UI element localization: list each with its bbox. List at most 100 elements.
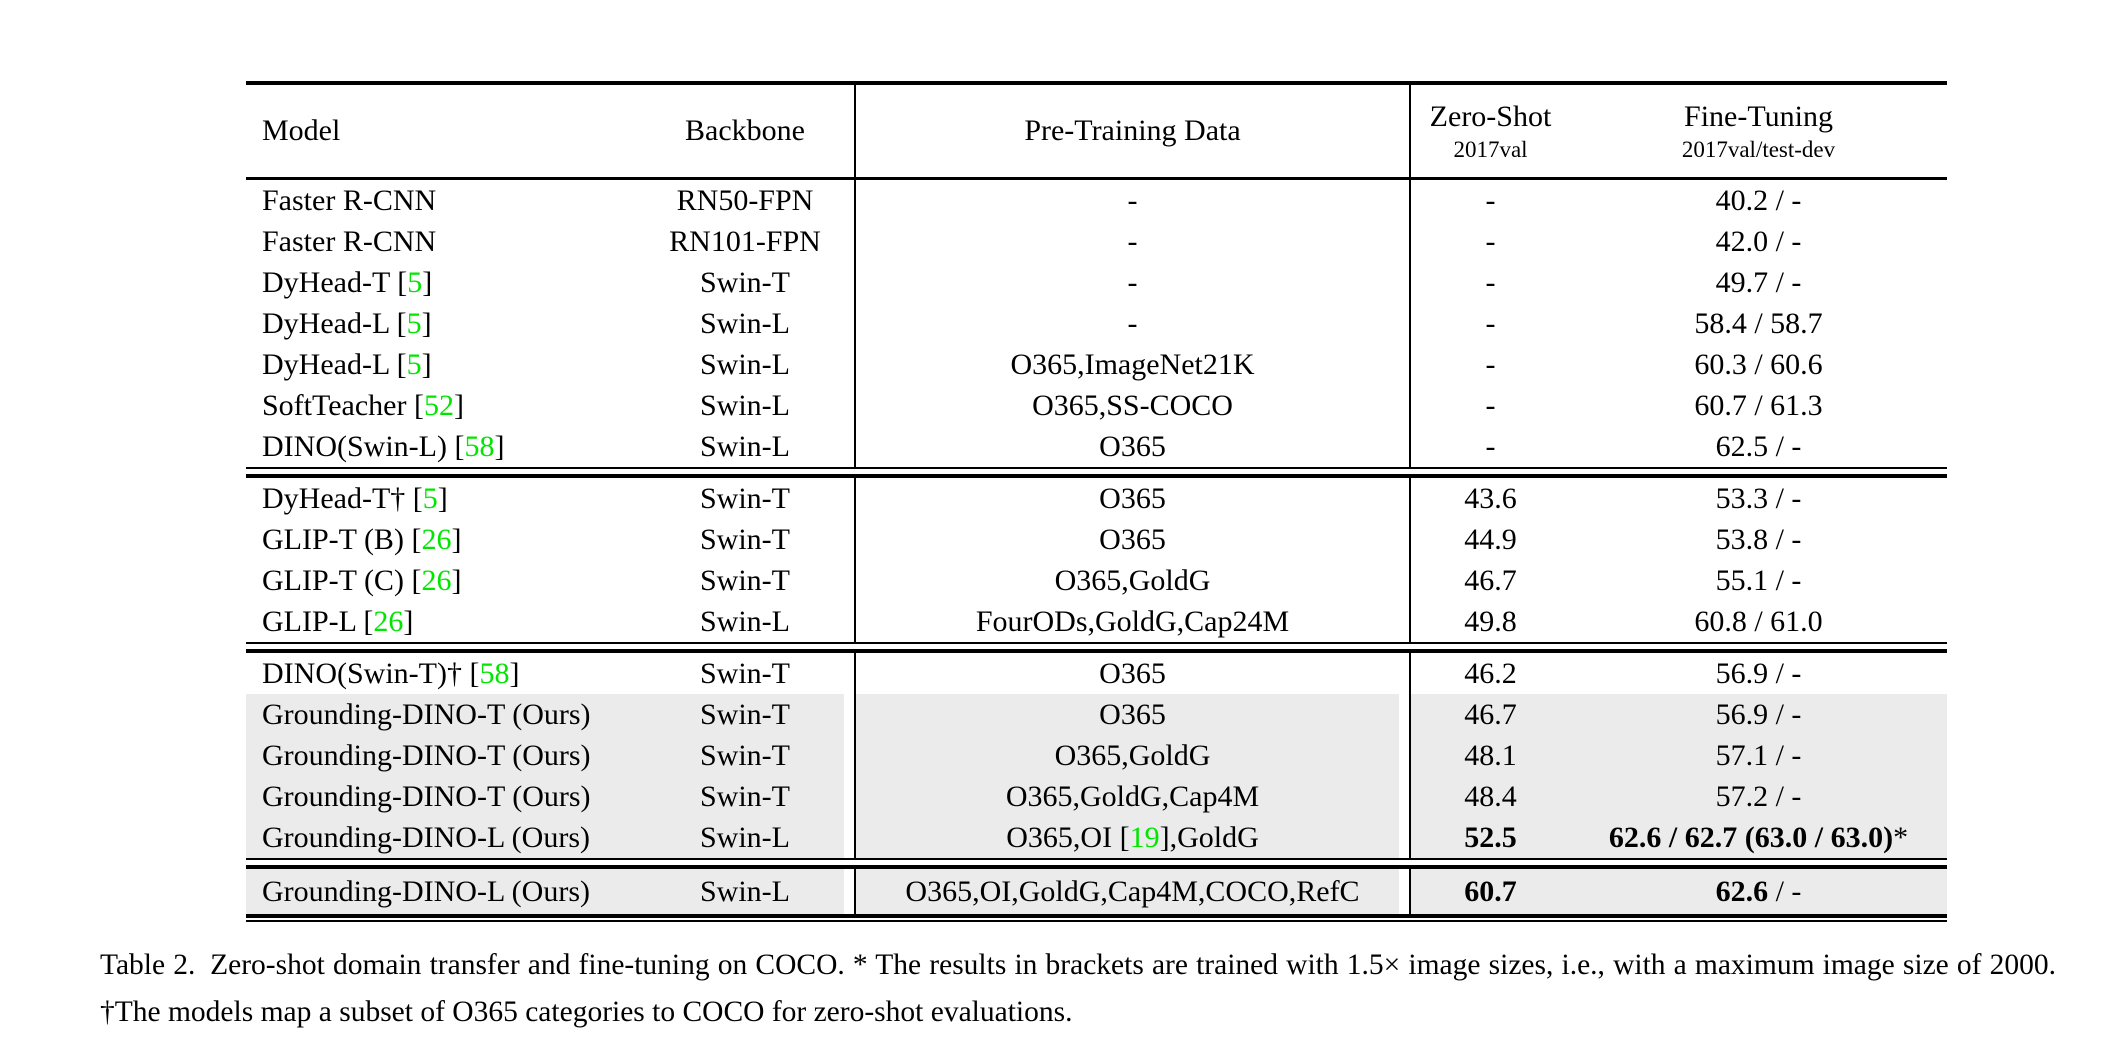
cell-zero-shot: 43.6 [1409,476,1570,519]
table-row: DINO(Swin-T)† [58] Swin-T O365 46.2 56.9 / - [246,651,1947,694]
table-row: GLIP-T (C) [26] Swin-T O365,GoldG 46.7 55.1 … [246,560,1947,601]
cell-backbone: Swin-T [700,563,790,597]
cell-fine-tuning: 60.8 / 61.0 [1694,604,1823,638]
cell-fine-tuning: 40.2 / - [1715,183,1802,217]
cell-fine-tuning: 57.1 / - [1570,735,1947,776]
cell-backbone: Swin-L [636,817,855,859]
cell-model: GLIP-T (B) [26] [262,522,462,556]
cell-model: DINO(Swin-T)† [58] [262,656,520,690]
citation-link[interactable]: 58 [464,429,495,463]
citation-link[interactable]: 5 [407,265,423,299]
col-header-model: Model [246,83,636,180]
table-row: Grounding-DINO-T (Ours) Swin-T O365,GoldG 4… [246,735,1947,776]
cell-pretraining-data: O365,OI,GoldG,Cap4M,COCO,RefC [854,867,1410,916]
zero-shot-sublabel: 2017val [1453,136,1528,162]
cell-model: Grounding-DINO-T (Ours) [246,694,636,735]
cell-fine-tuning: 49.7 / - [1715,265,1802,299]
cell-zero-shot: 46.7 [1409,560,1570,601]
cell-pretraining-data: O365,SS-COCO [854,385,1410,426]
cell-pretraining-data: O365 [854,519,1410,560]
table-row: Grounding-DINO-L (Ours) Swin-L O365,OI,Gol… [246,867,1947,916]
citation-link[interactable]: 26 [421,522,452,556]
citation-link[interactable]: 5 [422,481,438,515]
cell-pretraining-data: O365,GoldG,Cap4M [854,776,1410,817]
cell-pretraining-data: O365,ImageNet21K [854,344,1410,385]
cell-backbone: Swin-L [636,867,855,916]
cell-model: DyHead-L [5] [262,306,432,340]
cell-model: Grounding-DINO-T (Ours) [246,735,636,776]
cell-fine-tuning: 60.3 / 60.6 [1694,347,1823,381]
rule-line [246,642,1947,653]
rule-line [246,467,1947,478]
cell-fine-tuning: 56.9 / - [1570,694,1947,735]
citation-link[interactable]: 52 [424,388,454,422]
table-row: DINO(Swin-L) [58] Swin-L O365- 62.5 / - [246,426,1947,468]
cell-pretraining-data: O365,GoldG [854,735,1410,776]
cell-model: DyHead-T† [5] [262,481,448,515]
citation-link[interactable]: 5 [406,347,422,381]
cell-zero-shot: - [1409,344,1570,385]
cell-backbone: Swin-L [700,306,790,340]
rule-line [246,858,1947,869]
cell-zero-shot: - [1409,221,1570,262]
cell-zero-shot: 44.9 [1409,519,1570,560]
cell-pretraining-data: O365 [854,694,1410,735]
cell-backbone: Swin-T [700,481,790,515]
table-row: DyHead-T† [5] Swin-T O365 43.6 53.3 / - [246,476,1947,519]
cell-pretraining-data: - [854,178,1410,221]
table-row: SoftTeacher [52] Swin-L O365,SS-COCO - 60.7 … [246,385,1947,426]
cell-model: GLIP-T (C) [26] [262,563,462,597]
cell-zero-shot: - [1409,178,1570,221]
section-divider-rule [246,642,1947,653]
cell-fine-tuning: 58.4 / 58.7 [1694,306,1823,340]
cell-fine-tuning: 62.6 / - [1570,867,1947,916]
cell-fine-tuning: 55.1 / - [1715,563,1802,597]
table-row: Faster R-CNN RN101-FPN - -42.0 / - [246,221,1947,262]
table-row: Grounding-DINO-T (Ours) Swin-T O365,GoldG,… [246,776,1947,817]
cell-backbone: Swin-T [636,776,855,817]
cell-zero-shot: 49.8 [1409,601,1570,643]
citation-link[interactable]: 5 [406,306,422,340]
citation-link[interactable]: 19 [1129,820,1160,854]
cell-zero-shot: 52.5 [1409,817,1570,859]
cell-backbone: Swin-T [636,735,855,776]
results-table: Model Backbone Pre-Training Data Zero-Sh… [246,81,1947,922]
cell-fine-tuning: 57.2 / - [1570,776,1947,817]
cell-pretraining-data: O365 [854,651,1410,694]
cell-backbone: Swin-T [700,656,790,690]
cell-zero-shot: 60.7 [1409,867,1570,916]
cell-zero-shot: - [1409,426,1570,468]
cell-model: Grounding-DINO-T (Ours) [246,776,636,817]
cell-fine-tuning: 53.3 / - [1715,481,1802,515]
rule-line [246,914,1947,922]
table-row: Faster R-CNN RN50-FPN - - 40.2 / - [246,178,1947,221]
table-row: DyHead-L [5] Swin-L - - 58.4 / 58.7 [246,303,1947,344]
citation-link[interactable]: 26 [373,604,404,638]
citation-link[interactable]: 58 [479,656,510,690]
cell-fine-tuning: 56.9 / - [1715,656,1802,690]
fine-tuning-sublabel: 2017val/test-dev [1681,136,1836,162]
cell-model: Grounding-DINO-L (Ours) [246,817,636,859]
cell-model: Faster R-CNN [262,224,437,258]
cell-backbone: Swin-L [700,347,790,381]
cell-fine-tuning: 62.5 / - [1715,429,1802,463]
cell-model: DyHead-T [5] [262,265,433,299]
cell-pretraining-data: O365 [854,476,1410,519]
cell-pretraining-data: - [854,303,1410,344]
cell-pretraining-data: O365,OI [19],GoldG [854,817,1410,859]
cell-backbone: RN50-FPN [676,183,814,217]
cell-zero-shot: - [1409,385,1570,426]
cell-fine-tuning: 62.6 / 62.7 (63.0 / 63.0)* [1570,817,1947,859]
cell-backbone: Swin-L [700,388,790,422]
cell-pretraining-data: - [854,221,1410,262]
cell-fine-tuning: 60.7 / 61.3 [1694,388,1823,422]
cell-model: GLIP-L [26] [262,604,414,638]
section-divider-rule [246,858,1947,869]
table-row: GLIP-L [26] Swin-L FourODs,GoldG,Cap24M 49.… [246,601,1947,643]
cell-backbone: Swin-L [700,429,790,463]
table-header: Model Backbone Pre-Training Data Zero-Sh… [246,83,1947,180]
cell-zero-shot: 48.1 [1409,735,1570,776]
citation-link[interactable]: 26 [421,563,452,597]
col-header-pretraining-data: Pre-Training Data [854,83,1410,180]
